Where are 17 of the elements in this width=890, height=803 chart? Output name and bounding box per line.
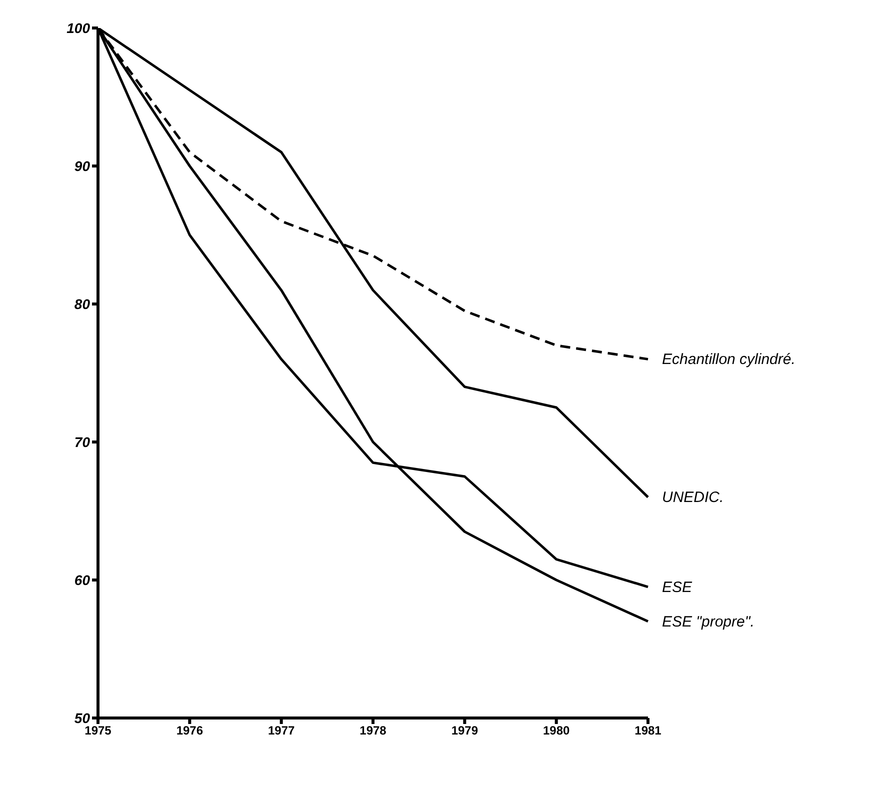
y-tick-label: 90 (74, 158, 90, 174)
series-label: ESE (662, 578, 694, 596)
x-tick-label: 1978 (360, 724, 387, 738)
y-tick-label: 80 (74, 296, 90, 312)
x-tick-label: 1977 (268, 724, 296, 738)
x-tick-label: 1975 (84, 724, 112, 738)
x-tick-label: 1979 (451, 724, 478, 738)
series-label: ESE "propre". (662, 613, 754, 630)
x-tick-label: 1980 (542, 724, 570, 738)
y-tick-label: 100 (66, 20, 90, 36)
series-label: Echantillon cylindré. (662, 351, 796, 368)
y-tick-label: 60 (74, 572, 90, 588)
x-tick-label: 1976 (176, 724, 204, 738)
series-label: UNEDIC. (662, 489, 724, 506)
x-tick-label: 1981 (634, 724, 662, 738)
y-tick-label: 70 (74, 434, 90, 450)
y-tick-label: 50 (74, 710, 90, 726)
